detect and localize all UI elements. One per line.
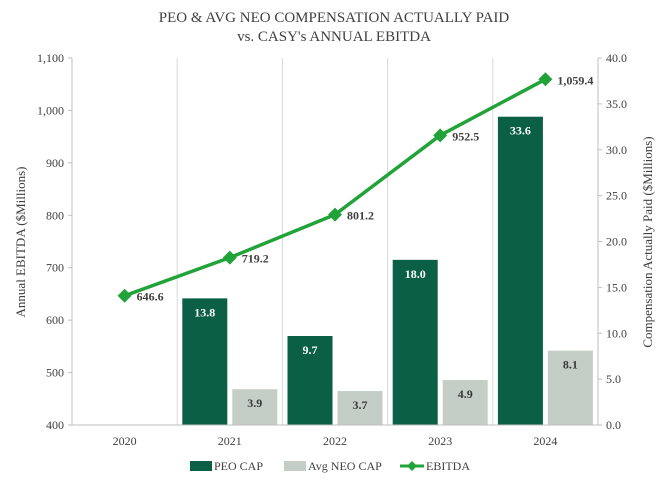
peo-cap-bar [287,336,333,425]
avg-neo-cap-label: 4.9 [458,387,473,401]
chart-title-line2: vs. CASY's ANNUAL EBITDA [237,29,431,45]
ebitda-marker [117,288,132,303]
y-right-tick-label: 0.0 [606,418,621,432]
y-left-tick-label: 700 [46,261,64,275]
y-left-tick-label: 800 [46,208,64,222]
y-right-tick-label: 10.0 [606,326,627,340]
legend-ebitda-marker [407,461,417,471]
peo-cap-bar [392,259,438,425]
y-right-tick-label: 20.0 [606,235,627,249]
legend-ebitda-label: EBITDA [426,459,470,473]
ebitda-label: 1,059.4 [557,73,593,87]
peo-cap-label: 33.6 [510,124,531,138]
y-left-tick-label: 1,100 [37,51,64,65]
peo-cap-bar [497,116,543,425]
peo-cap-label: 18.0 [405,267,426,281]
ebitda-label: 952.5 [452,129,479,143]
x-tick-label: 2024 [533,434,557,448]
avg-neo-cap-label: 3.9 [247,396,262,410]
y-right-tick-label: 5.0 [606,372,621,386]
grid-lines [176,58,494,425]
avg-neo-cap-bar [442,380,488,425]
y-left-tick-label: 1,000 [37,103,64,117]
x-tick-label: 2021 [218,434,242,448]
peo-cap-bar [182,298,228,425]
y-right-tick-label: 35.0 [606,97,627,111]
x-tick-label: 2022 [323,434,347,448]
y-axis-right-label: Compensation Actually Paid ($Millions) [640,136,655,347]
x-tick-label: 2020 [113,434,137,448]
bars [182,116,593,425]
ebitda-label: 646.6 [137,290,164,304]
ebitda-label: 719.2 [242,252,269,266]
legend-peo-label: PEO CAP [214,459,263,473]
peo-cap-label: 9.7 [303,343,318,357]
legend: PEO CAP Avg NEO CAP EBITDA [190,459,470,473]
y-right-tick-label: 15.0 [606,280,627,294]
y-left-tick-label: 400 [46,418,64,432]
ebitda-line [124,77,547,298]
chart-title-line1: PEO & AVG NEO COMPENSATION ACTUALLY PAID [159,10,510,26]
peo-cap-label: 13.8 [194,305,215,319]
y-right-tick-label: 30.0 [606,143,627,157]
y-left-tick-label: 600 [46,313,64,327]
legend-neo-swatch [284,461,306,471]
avg-neo-cap-label: 3.7 [353,398,368,412]
ebitda-line-group [117,72,553,303]
ebitda-marker [222,250,237,265]
axes: 400 500 600 700 800 900 1,000 1,100 0.0 5.0 10.0 15… [37,51,627,448]
y-right-tick-label: 40.0 [606,51,627,65]
avg-neo-cap-label: 8.1 [563,358,578,372]
x-tick-label: 2023 [428,434,452,448]
ebitda-label: 801.2 [347,209,374,223]
y-right-tick-label: 25.0 [606,189,627,203]
avg-neo-cap-bar [547,350,593,425]
legend-peo-swatch [190,461,212,471]
y-left-tick-label: 500 [46,366,64,380]
ebitda-marker [538,72,553,87]
avg-neo-cap-bar [232,389,278,425]
y-left-tick-label: 900 [46,156,64,170]
data-labels: 13.8 3.9 9.7 3.7 18.0 4.9 33.6 8.1 646.6 719.2 801… [137,73,594,412]
ebitda-marker [328,207,342,222]
avg-neo-cap-bar [337,391,383,425]
legend-neo-label: Avg NEO CAP [308,459,382,473]
ebitda-marker [433,128,448,143]
y-axis-left-label: Annual EBITDA ($Millions) [13,167,28,318]
